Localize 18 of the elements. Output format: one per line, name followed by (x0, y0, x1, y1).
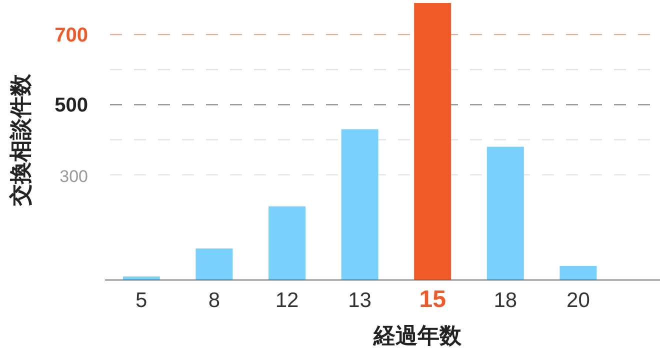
x-tick-label: 15 (419, 286, 446, 313)
bar (560, 266, 597, 280)
bar (341, 129, 378, 280)
bar (196, 248, 233, 280)
y-tick-label: 700 (54, 24, 88, 47)
x-axis-title: 経過年数 (372, 323, 462, 348)
x-tick-label: 8 (208, 289, 220, 312)
x-tick-label: 18 (494, 289, 518, 312)
x-tick-label: 5 (136, 289, 148, 312)
bar (486, 146, 524, 280)
y-axis-title: 交換相談件数 (8, 73, 33, 207)
x-tick-label: 12 (275, 289, 299, 312)
y-tick-label: 300 (60, 166, 88, 186)
bar (414, 3, 452, 280)
x-tick-label: 20 (566, 289, 590, 312)
y-tick-label: 500 (54, 94, 88, 117)
x-tick-label: 13 (348, 289, 372, 312)
bar (268, 206, 306, 280)
